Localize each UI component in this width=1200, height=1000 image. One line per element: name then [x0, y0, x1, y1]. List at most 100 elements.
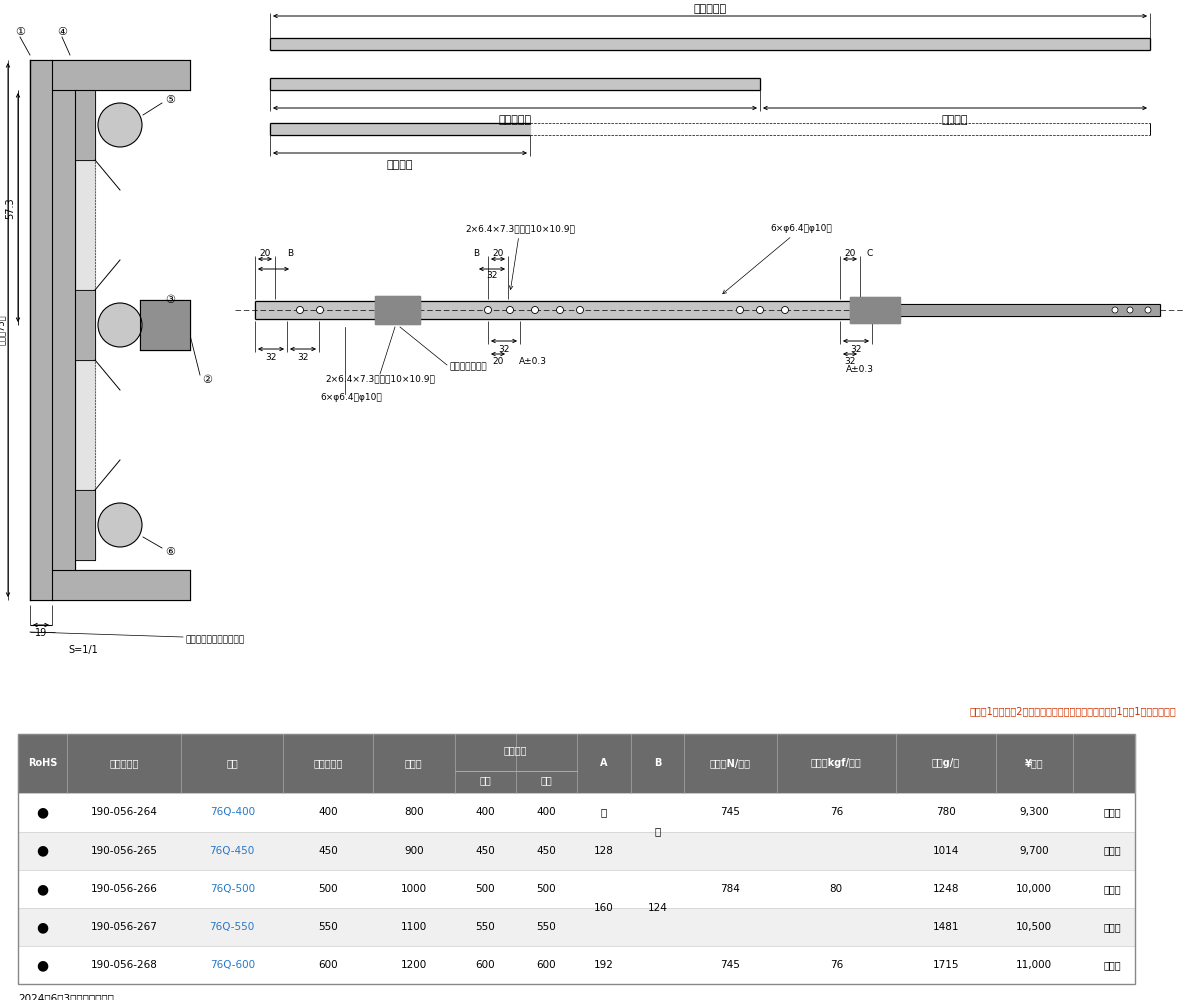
Text: 質量g/本: 質量g/本 [931, 758, 960, 768]
Text: 450: 450 [318, 846, 338, 856]
Text: ④: ④ [58, 27, 67, 37]
Circle shape [557, 306, 564, 314]
Text: 6×φ6.4穴φ10皿: 6×φ6.4穴φ10皿 [320, 392, 382, 401]
Text: 1100: 1100 [401, 922, 427, 932]
Polygon shape [900, 304, 1160, 316]
Text: 190-056-266: 190-056-266 [90, 884, 157, 894]
Text: 後側: 後側 [540, 775, 552, 785]
Text: 2024年6月3日の情報です。: 2024年6月3日の情報です。 [18, 993, 114, 1000]
Text: 移動距離: 移動距離 [504, 745, 527, 755]
Text: －: － [601, 807, 607, 817]
Circle shape [296, 306, 304, 314]
Circle shape [1127, 307, 1133, 313]
Text: 124: 124 [648, 903, 667, 913]
Text: 1481: 1481 [932, 922, 959, 932]
Text: 550: 550 [318, 922, 338, 932]
Text: 500: 500 [536, 884, 557, 894]
Bar [18, 870, 1135, 908]
Text: 550: 550 [536, 922, 557, 932]
Text: 450: 450 [475, 846, 496, 856]
Text: A±0.3: A±0.3 [520, 358, 547, 366]
Text: 745: 745 [720, 807, 740, 817]
Text: 移動距離: 移動距離 [386, 160, 413, 170]
Text: 76: 76 [829, 807, 842, 817]
Text: 注文コード: 注文コード [109, 758, 139, 768]
Text: 57.3: 57.3 [5, 197, 14, 219]
Text: 耐荷重kgf/ペア: 耐荷重kgf/ペア [811, 758, 862, 768]
Text: 32: 32 [498, 344, 510, 354]
Text: 11,000: 11,000 [1016, 960, 1052, 970]
Text: 450: 450 [536, 846, 557, 856]
Polygon shape [270, 38, 1150, 50]
Text: 76Q-550: 76Q-550 [210, 922, 254, 932]
Text: 600: 600 [318, 960, 338, 970]
Text: 600: 600 [475, 960, 496, 970]
Text: S=1/1: S=1/1 [68, 645, 97, 655]
Text: 745: 745 [720, 960, 740, 970]
Text: 76Q-500: 76Q-500 [210, 884, 254, 894]
Text: 32: 32 [486, 270, 498, 279]
Circle shape [506, 306, 514, 314]
Text: 2×6.4×7.3長円穴10×10.9皿: 2×6.4×7.3長円穴10×10.9皿 [325, 374, 434, 383]
Text: 190-056-265: 190-056-265 [90, 846, 157, 856]
Text: ③: ③ [166, 295, 175, 305]
Text: 76Q-450: 76Q-450 [210, 846, 254, 856]
Circle shape [98, 103, 142, 147]
Circle shape [317, 306, 324, 314]
Text: ●: ● [36, 844, 48, 858]
Text: 600: 600 [536, 960, 557, 970]
Text: 1000: 1000 [401, 884, 427, 894]
Circle shape [98, 503, 142, 547]
Text: 550: 550 [475, 922, 496, 932]
Circle shape [737, 306, 744, 314]
Polygon shape [374, 296, 420, 324]
Polygon shape [52, 570, 190, 600]
Text: 400: 400 [475, 807, 496, 817]
Text: ●: ● [36, 958, 48, 972]
Circle shape [1112, 307, 1118, 313]
Bar [18, 734, 1135, 984]
Text: 780: 780 [936, 807, 955, 817]
Text: 32: 32 [851, 344, 862, 354]
Text: B: B [287, 248, 293, 257]
Text: 10,500: 10,500 [1016, 922, 1052, 932]
Text: C: C [866, 248, 874, 257]
Text: 20: 20 [492, 248, 504, 257]
Circle shape [756, 306, 763, 314]
Text: 784: 784 [720, 884, 740, 894]
Text: 逆行ストッパーの振れ幅: 逆行ストッパーの振れ幅 [185, 636, 244, 645]
Text: RoHS: RoHS [28, 758, 58, 768]
Text: 1248: 1248 [932, 884, 959, 894]
Text: 逆行ストッパー: 逆行ストッパー [450, 362, 487, 371]
Text: 192: 192 [594, 960, 614, 970]
Text: 総移動距離: 総移動距離 [694, 4, 726, 14]
Bar [18, 734, 1135, 793]
Bar [18, 793, 1135, 832]
Text: セット: セット [1104, 922, 1122, 932]
Text: レール長さ: レール長さ [313, 758, 343, 768]
Text: 800: 800 [404, 807, 424, 817]
Text: ¥価格: ¥価格 [1025, 758, 1044, 768]
Text: 76Q-600: 76Q-600 [210, 960, 254, 970]
Text: 400: 400 [318, 807, 338, 817]
Bar [18, 832, 1135, 870]
Text: ①: ① [14, 27, 25, 37]
Text: 前側: 前側 [480, 775, 491, 785]
Text: 1014: 1014 [932, 846, 959, 856]
Text: 32: 32 [298, 353, 308, 361]
Text: セット: セット [1104, 846, 1122, 856]
Text: セット: セット [1104, 807, 1122, 817]
Polygon shape [256, 301, 900, 319]
Text: 190-056-267: 190-056-267 [90, 922, 157, 932]
Text: 190-056-264: 190-056-264 [90, 807, 157, 817]
Polygon shape [74, 290, 95, 360]
Circle shape [98, 303, 142, 347]
Text: ●: ● [36, 920, 48, 934]
Text: A: A [600, 758, 608, 768]
Text: 移動距離: 移動距離 [942, 115, 968, 125]
Text: 本品は1セット（2本）単位での販売です。ご注文数「1」で1セットです。: 本品は1セット（2本）単位での販売です。ご注文数「1」で1セットです。 [970, 706, 1176, 716]
Text: 400: 400 [536, 807, 557, 817]
Text: 耐荷重N/ペア: 耐荷重N/ペア [710, 758, 751, 768]
Polygon shape [74, 160, 95, 290]
Polygon shape [270, 123, 530, 135]
